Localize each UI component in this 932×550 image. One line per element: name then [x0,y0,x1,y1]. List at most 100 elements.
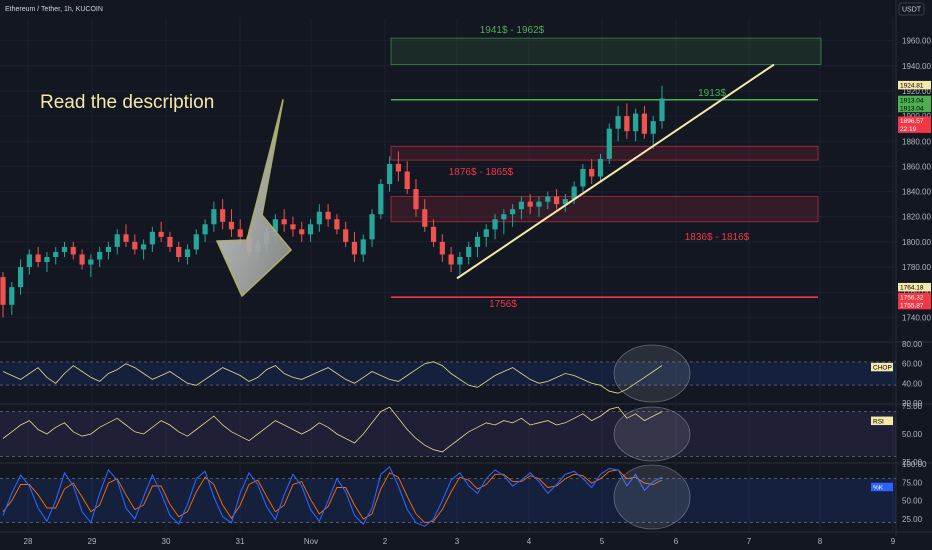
candle [387,156,393,192]
candle-body [615,116,621,129]
candle-body [369,214,375,240]
currency-button[interactable]: USDT [898,2,925,16]
candle-body [641,113,648,134]
price-tag: 1764.18 [898,282,931,292]
candle-body [132,241,138,250]
candle [193,229,199,255]
x-tick-label: 8 [818,537,823,546]
candle [0,272,6,318]
pane-dividers [0,0,932,536]
price-tag-bg [898,124,931,133]
indicator-tick: 100.00 [902,460,927,469]
indicators-layer: 20.00 40.00 60.00 80.00 CHOP 25.00 50.00 75.00 R… [0,340,927,530]
candle [228,209,235,237]
indicator-tick: 75.00 [902,402,923,411]
x-tick-label: 31 [236,537,245,546]
stoch-d-line [2,469,663,524]
candle-body [211,209,217,225]
candle-body [466,246,472,257]
candle-body [176,246,182,257]
candle-body [387,163,393,185]
candle [615,106,621,142]
candle-body [0,277,6,305]
candle [70,241,76,260]
price-tag-bg [898,103,931,113]
candle [483,224,489,247]
candle-body [624,116,630,132]
candle [88,254,94,278]
candle [606,123,612,164]
candle [474,231,481,257]
candle-body [307,224,314,235]
candle-body [290,224,296,230]
candle [184,244,191,265]
candle [650,116,656,149]
y-tick-label: 1800.00 [902,238,931,247]
indicator-band [0,411,896,457]
x-tick-label: 2 [383,537,388,546]
y-tick-label: 1920.00 [902,87,931,96]
candle [44,251,50,273]
candle-body [97,251,103,260]
candle-body [53,251,59,257]
candle [501,209,507,235]
candle-body [492,219,498,230]
y-tick-label: 1740.00 [902,313,931,322]
indicator-tag-bg [871,416,893,426]
indicator-line [2,406,663,453]
candle [466,241,472,265]
candle-body [553,196,560,205]
candle-body [545,196,551,202]
candles-layer [0,85,665,318]
arrow-icon [216,99,292,297]
x-tick-label: 6 [674,537,679,546]
candle [448,246,454,273]
price-tag-bg [898,116,931,125]
candle [395,151,401,182]
candle [545,191,551,210]
y-tick-label: 1820.00 [902,213,931,222]
candle-body [140,244,147,250]
candle-body [343,229,349,242]
x-tick-label: 29 [88,537,97,546]
y-tick-label: 1880.00 [902,137,931,146]
price-tag-label: 1756.32 [900,295,924,302]
candle [290,216,296,237]
candle-body [158,231,164,237]
candle-body [228,221,235,230]
candle-body [360,239,366,255]
candle [360,234,366,263]
candle-body [35,254,41,263]
candle [343,221,349,247]
candle [439,234,445,263]
candle [53,246,59,265]
candle [114,229,120,255]
candle [132,234,138,255]
candle-body [26,254,32,268]
drawings-layer [456,63,775,280]
candle [378,179,384,220]
candle-body [281,219,287,225]
candle-body [457,256,463,265]
x-tick-label: 30 [162,537,171,546]
price-tag-label: 1896.57 [900,118,924,125]
zone-box [390,37,822,65]
candle-body [114,234,120,247]
indicator-band [0,361,896,386]
currency-label: USDT [902,7,922,14]
zone-box [390,145,819,161]
x-tick-label: 7 [747,537,752,546]
candle [220,199,226,230]
candle-body [404,171,410,190]
x-tick-label: 4 [527,537,532,546]
candle [457,251,463,275]
candle-body [61,246,68,252]
candle-body [510,209,516,215]
candle [659,85,665,129]
candle [307,219,314,242]
candle [334,214,340,235]
candle-body [325,211,331,220]
candle [430,219,437,247]
candle [26,249,32,275]
